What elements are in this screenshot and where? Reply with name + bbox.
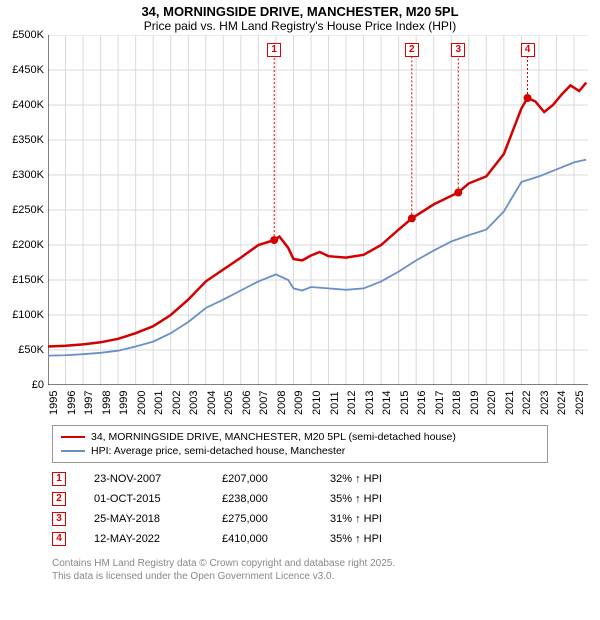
- x-tick-label: 2023: [539, 391, 551, 415]
- sales-row-badge: 1: [52, 472, 66, 486]
- x-tick-label: 2022: [521, 391, 533, 415]
- x-tick-label: 1998: [101, 391, 113, 415]
- y-tick-label: £250K: [12, 204, 44, 216]
- chart-plot-area: £0£50K£100K£150K£200K£250K£300K£350K£400…: [48, 35, 588, 385]
- chart-subtitle: Price paid vs. HM Land Registry's House …: [0, 19, 600, 35]
- legend-label: HPI: Average price, semi-detached house,…: [91, 445, 345, 457]
- legend-swatch: [61, 436, 85, 439]
- x-tick-label: 2025: [574, 391, 586, 415]
- sales-date: 12-MAY-2022: [94, 533, 194, 545]
- sales-date: 23-NOV-2007: [94, 473, 194, 485]
- sale-marker-badge: 2: [405, 43, 419, 57]
- footnote: Contains HM Land Registry data © Crown c…: [52, 557, 548, 583]
- x-tick-label: 2002: [171, 391, 183, 415]
- y-tick-label: £400K: [12, 99, 44, 111]
- x-tick-label: 2018: [451, 391, 463, 415]
- sales-price: £410,000: [222, 533, 302, 545]
- sales-row: 2 01-OCT-2015 £238,000 35% ↑ HPI: [52, 489, 548, 509]
- x-tick-label: 2009: [293, 391, 305, 415]
- chart-svg: [48, 35, 588, 385]
- legend-swatch: [61, 450, 85, 453]
- x-tick-label: 2016: [416, 391, 428, 415]
- y-tick-label: £450K: [12, 64, 44, 76]
- sales-row: 3 25-MAY-2018 £275,000 31% ↑ HPI: [52, 509, 548, 529]
- x-tick-label: 2004: [206, 391, 218, 415]
- sales-price: £238,000: [222, 493, 302, 505]
- sale-marker-badge: 3: [451, 43, 465, 57]
- sales-date: 25-MAY-2018: [94, 513, 194, 525]
- x-tick-label: 2001: [153, 391, 165, 415]
- x-tick-label: 2003: [188, 391, 200, 415]
- sales-row: 1 23-NOV-2007 £207,000 32% ↑ HPI: [52, 469, 548, 489]
- y-tick-label: £200K: [12, 239, 44, 251]
- sales-date: 01-OCT-2015: [94, 493, 194, 505]
- sales-table: 1 23-NOV-2007 £207,000 32% ↑ HPI 2 01-OCT-201…: [52, 469, 548, 549]
- x-tick-label: 2020: [486, 391, 498, 415]
- sales-delta: 32% ↑ HPI: [330, 473, 382, 485]
- x-tick-label: 2024: [556, 391, 568, 415]
- sales-row-badge: 4: [52, 532, 66, 546]
- sales-row: 4 12-MAY-2022 £410,000 35% ↑ HPI: [52, 529, 548, 549]
- x-tick-label: 2011: [329, 391, 341, 415]
- sales-delta: 35% ↑ HPI: [330, 533, 382, 545]
- y-tick-label: £100K: [12, 309, 44, 321]
- x-tick-label: 2015: [399, 391, 411, 415]
- x-tick-label: 2008: [276, 391, 288, 415]
- chart-title: 34, MORNINGSIDE DRIVE, MANCHESTER, M20 5…: [0, 0, 600, 19]
- sales-delta: 35% ↑ HPI: [330, 493, 382, 505]
- x-tick-label: 2013: [364, 391, 376, 415]
- x-tick-label: 1995: [48, 391, 60, 415]
- y-tick-label: £50K: [18, 344, 44, 356]
- footnote-line: This data is licensed under the Open Gov…: [52, 570, 548, 583]
- x-tick-label: 2021: [504, 391, 516, 415]
- y-tick-label: £350K: [12, 134, 44, 146]
- x-tick-label: 2017: [434, 391, 446, 415]
- sales-row-badge: 3: [52, 512, 66, 526]
- x-tick-label: 2007: [258, 391, 270, 415]
- sales-price: £275,000: [222, 513, 302, 525]
- x-tick-label: 2019: [469, 391, 481, 415]
- x-tick-label: 2014: [381, 391, 393, 415]
- sale-marker-badge: 1: [267, 43, 281, 57]
- footnote-line: Contains HM Land Registry data © Crown c…: [52, 557, 548, 570]
- x-tick-label: 2000: [136, 391, 148, 415]
- x-tick-label: 2005: [223, 391, 235, 415]
- x-tick-label: 1996: [66, 391, 78, 415]
- legend-item: 34, MORNINGSIDE DRIVE, MANCHESTER, M20 5…: [61, 430, 539, 444]
- y-tick-label: £300K: [12, 169, 44, 181]
- y-tick-label: £500K: [12, 29, 44, 41]
- sales-price: £207,000: [222, 473, 302, 485]
- x-tick-label: 1999: [118, 391, 130, 415]
- x-axis-labels: 1995 1996 1997 1998 1999 2000 2001 2002 2003 2004…: [48, 385, 588, 421]
- legend-item: HPI: Average price, semi-detached house,…: [61, 444, 539, 458]
- x-tick-label: 2012: [346, 391, 358, 415]
- legend-box: 34, MORNINGSIDE DRIVE, MANCHESTER, M20 5…: [52, 425, 548, 463]
- x-tick-label: 2006: [241, 391, 253, 415]
- y-tick-label: £0: [32, 379, 44, 391]
- x-tick-label: 1997: [83, 391, 95, 415]
- sale-marker-badge: 4: [521, 43, 535, 57]
- y-tick-label: £150K: [12, 274, 44, 286]
- sales-row-badge: 2: [52, 492, 66, 506]
- sales-delta: 31% ↑ HPI: [330, 513, 382, 525]
- legend-label: 34, MORNINGSIDE DRIVE, MANCHESTER, M20 5…: [91, 431, 456, 443]
- x-tick-label: 2010: [311, 391, 323, 415]
